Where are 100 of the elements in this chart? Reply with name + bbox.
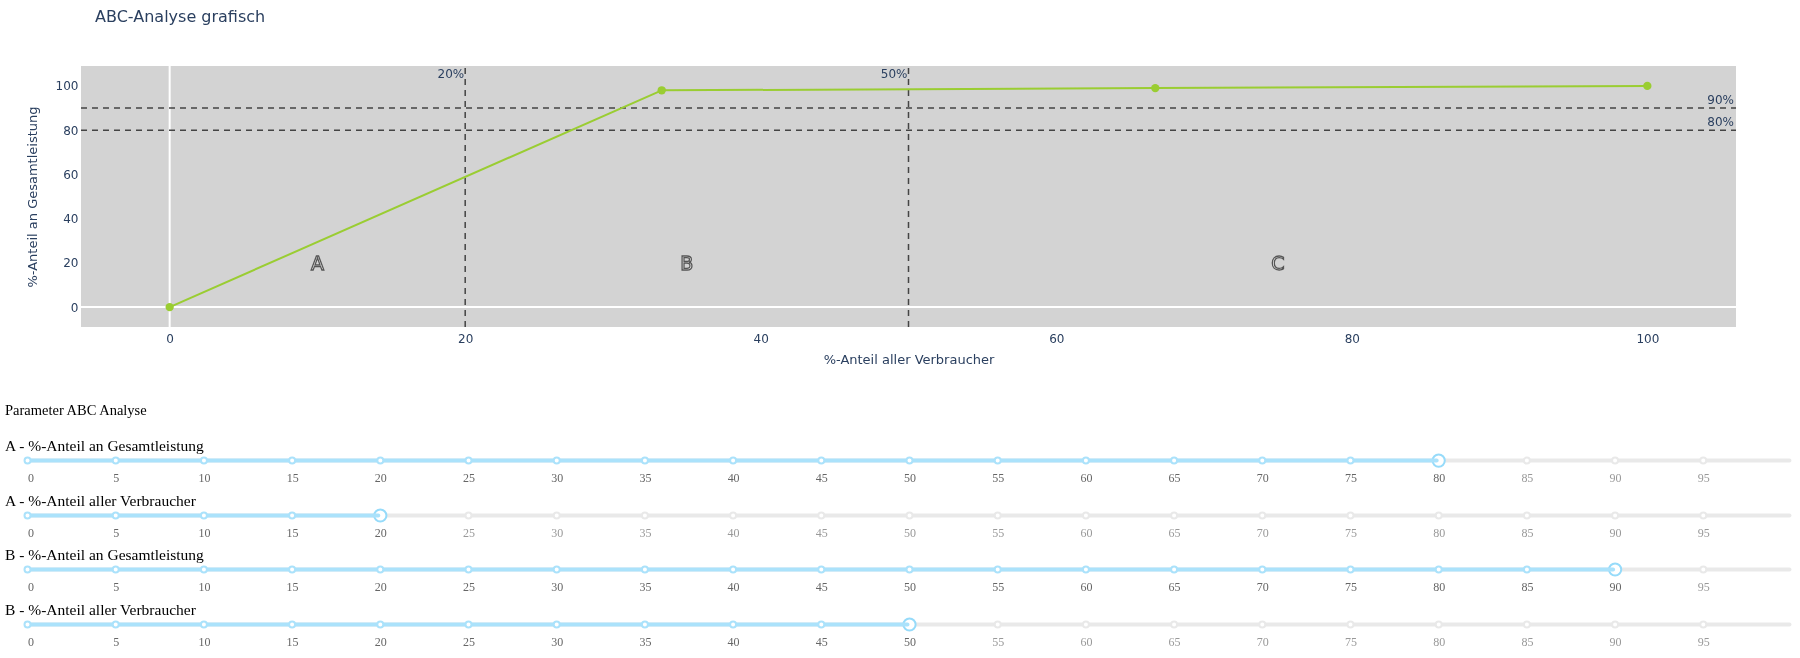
x-tick-label: 10 — [198, 471, 211, 486]
x-tick-label: 30 — [551, 471, 564, 486]
ref-line-label: 90% — [1707, 93, 1734, 108]
y-tick-label: 0 — [70, 300, 79, 315]
x-tick-label: 65 — [1168, 580, 1181, 595]
ref-line-label: 80% — [1707, 115, 1734, 130]
y-tick-label: 20 — [63, 256, 79, 271]
x-tick-label: 95 — [1697, 634, 1710, 649]
x-tick-label: 25 — [463, 525, 475, 540]
x-tick-label: 70 — [1256, 580, 1269, 595]
x-tick-label: 45 — [815, 525, 828, 540]
x-tick-label: 80 — [1344, 331, 1360, 346]
x-tick-label: 50 — [904, 471, 916, 486]
x-tick-label: 75 — [1345, 634, 1357, 649]
x-tick-label: 85 — [1521, 525, 1534, 540]
x-tick-label: 30 — [551, 580, 564, 595]
x-tick-label: 50 — [904, 634, 916, 649]
x-tick-label: 15 — [286, 471, 299, 486]
x-tick-label: 65 — [1168, 525, 1181, 540]
y-axis-title: %-Anteil an Gesamtleistung — [24, 106, 40, 288]
x-tick-label: 35 — [639, 634, 652, 649]
y-tick-label: 40 — [63, 212, 79, 227]
x-tick-label: 55 — [992, 525, 1005, 540]
x-tick-label: 60 — [1080, 634, 1093, 649]
x-tick-label: 85 — [1521, 471, 1534, 486]
x-tick-label: 40 — [727, 580, 740, 595]
x-axis-title: %-Anteil aller Verbraucher — [823, 351, 996, 367]
x-tick-label: 45 — [815, 471, 828, 486]
x-tick-label: 60 — [1080, 471, 1093, 486]
x-tick-label: 40 — [727, 634, 740, 649]
x-tick-label: 35 — [639, 580, 652, 595]
x-tick-label: 90 — [1609, 525, 1622, 540]
x-tick-label: 60 — [1080, 580, 1093, 595]
y-tick-label: 60 — [63, 167, 79, 182]
annotation: A — [310, 252, 324, 275]
point — [1151, 83, 1160, 93]
x-tick-label: 80 — [1433, 471, 1446, 486]
x-tick-label: 0 — [28, 580, 34, 595]
x-tick-label: 85 — [1521, 634, 1534, 649]
x-tick-label: 35 — [639, 525, 652, 540]
x-tick-label: 90 — [1609, 580, 1622, 595]
x-tick-label: 75 — [1345, 580, 1357, 595]
x-tick-label: 30 — [551, 634, 564, 649]
x-tick-label: 5 — [113, 471, 120, 486]
x-tick-label: 80 — [1433, 580, 1446, 595]
point — [1643, 81, 1652, 91]
x-tick-label: 0 — [28, 634, 34, 649]
x-tick-label: 10 — [198, 580, 211, 595]
x-tick-label: 55 — [992, 471, 1005, 486]
x-tick-label: 70 — [1256, 471, 1269, 486]
x-tick-label: 15 — [286, 525, 299, 540]
x-tick-label: 5 — [113, 634, 120, 649]
annotation: C — [1271, 252, 1285, 275]
x-tick-label: 10 — [198, 634, 211, 649]
annotation: B — [680, 252, 694, 275]
y-tick-label: 100 — [55, 79, 79, 94]
x-tick-label: 55 — [992, 634, 1005, 649]
y-tick-label: A - %-Anteil aller Verbraucher — [5, 491, 197, 509]
chart-title: ABC-Analyse grafisch — [95, 7, 266, 26]
x-tick-label: 40 — [727, 471, 740, 486]
chart-title: Parameter ABC Analyse — [5, 402, 147, 419]
x-tick-label: 90 — [1609, 634, 1622, 649]
x-tick-label: 60 — [1049, 331, 1065, 346]
x-tick-label: 65 — [1168, 471, 1181, 486]
x-tick-label: 25 — [463, 580, 475, 595]
x-tick-label: 40 — [727, 525, 740, 540]
x-tick-label: 90 — [1609, 471, 1622, 486]
x-tick-label: 100 — [1636, 331, 1660, 346]
x-tick-label: 0 — [166, 331, 174, 346]
x-tick-label: 80 — [1433, 525, 1446, 540]
x-tick-label: 75 — [1344, 471, 1357, 486]
x-tick-label: 25 — [463, 471, 476, 486]
point — [165, 302, 174, 312]
x-tick-label: 35 — [639, 471, 652, 486]
x-tick-label: 40 — [753, 331, 769, 346]
x-tick-label: 10 — [198, 525, 211, 540]
x-tick-label: 70 — [1256, 634, 1269, 649]
x-tick-label: 0 — [28, 471, 35, 486]
x-tick-label: 55 — [992, 580, 1005, 595]
x-tick-label: 50 — [904, 580, 916, 595]
x-tick-label: 30 — [551, 525, 564, 540]
x-tick-label: 75 — [1345, 525, 1357, 540]
x-tick-label: 70 — [1256, 525, 1269, 540]
x-tick-label: 50 — [904, 525, 916, 540]
x-tick-label: 65 — [1168, 634, 1181, 649]
x-tick-label: 45 — [815, 580, 828, 595]
x-tick-label: 25 — [463, 634, 475, 649]
x-tick-label: 5 — [113, 580, 120, 595]
x-tick-label: 45 — [815, 634, 828, 649]
x-tick-label: 20 — [374, 525, 387, 540]
x-tick-label: 95 — [1697, 471, 1710, 486]
x-tick-label: 60 — [1080, 525, 1093, 540]
x-tick-label: 5 — [113, 525, 120, 540]
x-tick-label: 85 — [1521, 580, 1534, 595]
y-tick-label: 80 — [63, 123, 79, 138]
x-tick-label: 20 — [374, 471, 387, 486]
ref-line-label: 50% — [880, 67, 908, 81]
y-tick-label: B - %-Anteil an Gesamtleistung — [5, 545, 205, 563]
x-tick-label: 20 — [374, 634, 387, 649]
point — [657, 86, 666, 95]
